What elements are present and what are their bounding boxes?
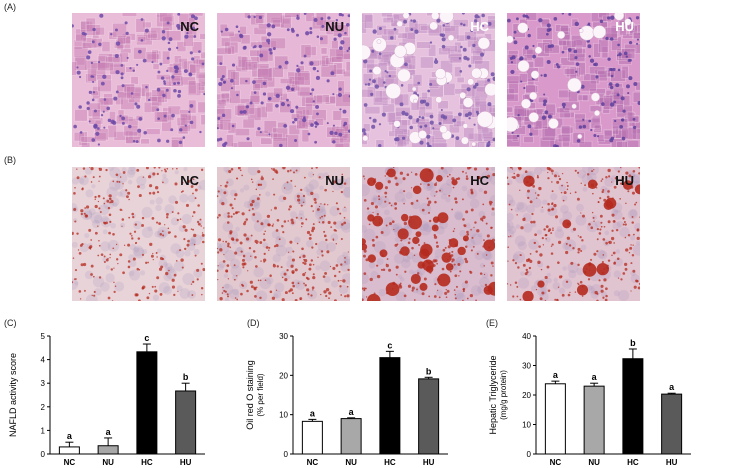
oro-image-label: HC bbox=[470, 173, 489, 188]
panel-label-d: (D) bbox=[247, 318, 260, 328]
he-image-hc: HC bbox=[362, 13, 495, 147]
y-axis-label: Hepatic Triglyceride bbox=[488, 355, 498, 434]
bar-nc bbox=[544, 383, 566, 455]
bar-hu bbox=[418, 378, 440, 455]
y-tick-label: 5 bbox=[41, 332, 46, 341]
bar-hc bbox=[136, 351, 158, 455]
bar-nc bbox=[58, 446, 80, 455]
he-image-nu: NU bbox=[217, 13, 350, 147]
x-tick-label: NU bbox=[588, 458, 600, 467]
bar-hc bbox=[379, 357, 401, 455]
bar-nu bbox=[340, 418, 362, 455]
he-image-hu: HU bbox=[507, 13, 640, 147]
significance-letter: c bbox=[387, 340, 392, 350]
y-tick-label: 20 bbox=[279, 371, 288, 380]
panel-label-b: (B) bbox=[4, 155, 16, 165]
x-tick-label: HC bbox=[141, 458, 153, 467]
x-tick-label: HU bbox=[666, 458, 678, 467]
y-tick-label: 20 bbox=[522, 391, 531, 400]
significance-letter: a bbox=[592, 372, 598, 382]
chart-nafld-score: NAFLD activity score 0 1 2 3 4 5 a NC a NU c HC b HU bbox=[8, 332, 205, 467]
bar-nu bbox=[97, 445, 119, 455]
significance-letter: a bbox=[669, 382, 675, 392]
panel-label-a: (A) bbox=[4, 2, 16, 12]
y-tick-label: 30 bbox=[279, 332, 288, 341]
he-image-label: HC bbox=[470, 19, 489, 34]
significance-letter: c bbox=[144, 333, 149, 343]
x-tick-label: NC bbox=[64, 458, 76, 467]
y-tick-label: 4 bbox=[41, 356, 46, 365]
y-tick-label: 40 bbox=[522, 332, 531, 341]
y-tick-label: 10 bbox=[279, 411, 288, 420]
y-axis-label-unit: (mg/g protein) bbox=[499, 370, 508, 420]
y-tick-label: 10 bbox=[522, 421, 531, 430]
y-tick-label: 3 bbox=[41, 379, 46, 388]
he-image-label: NC bbox=[180, 19, 199, 34]
bar-hc bbox=[622, 358, 644, 455]
x-tick-label: HU bbox=[423, 458, 435, 467]
bar-nu bbox=[583, 385, 605, 455]
oro-image-hu: HU bbox=[507, 167, 640, 301]
x-tick-label: HU bbox=[180, 458, 192, 467]
y-tick-label: 2 bbox=[41, 403, 46, 412]
he-image-nc: NC bbox=[72, 13, 205, 147]
x-tick-label: NC bbox=[307, 458, 319, 467]
y-axis-label-unit: (% per field) bbox=[256, 373, 265, 416]
y-tick-label: 0 bbox=[527, 450, 532, 459]
x-tick-label: NU bbox=[345, 458, 357, 467]
he-image-label: HU bbox=[615, 19, 634, 34]
oro-image-label: NU bbox=[325, 173, 344, 188]
significance-letter: a bbox=[67, 431, 73, 441]
significance-letter: b bbox=[630, 338, 636, 348]
panel-label-c: (C) bbox=[4, 318, 17, 328]
significance-letter: b bbox=[426, 366, 432, 376]
significance-letter: a bbox=[553, 370, 559, 380]
oro-image-nu: NU bbox=[217, 167, 350, 301]
x-tick-label: NC bbox=[550, 458, 562, 467]
oro-image-label: HU bbox=[615, 173, 634, 188]
y-axis-label: NAFLD activity score bbox=[8, 353, 18, 437]
oro-image-hc: HC bbox=[362, 167, 495, 301]
he-image-label: NU bbox=[325, 19, 344, 34]
y-tick-label: 30 bbox=[522, 362, 531, 371]
chart-oil-red-o: Oil red O staining (% per field) 0 10 20 30 a N… bbox=[245, 332, 448, 467]
x-tick-label: NU bbox=[102, 458, 114, 467]
x-tick-label: HC bbox=[384, 458, 396, 467]
y-axis-label: Oil red O staining bbox=[245, 360, 255, 430]
significance-letter: a bbox=[349, 407, 355, 417]
significance-letter: b bbox=[183, 372, 189, 382]
y-tick-label: 0 bbox=[41, 450, 46, 459]
bar-nc bbox=[301, 420, 323, 455]
oro-image-nc: NC bbox=[72, 167, 205, 301]
bar-hu bbox=[175, 390, 197, 455]
oro-image-label: NC bbox=[180, 173, 199, 188]
y-tick-label: 0 bbox=[284, 450, 289, 459]
significance-letter: a bbox=[106, 427, 112, 437]
y-tick-label: 1 bbox=[41, 426, 46, 435]
chart-hepatic-triglyceride: Hepatic Triglyceride (mg/g protein) 0 10 20 3… bbox=[488, 332, 691, 467]
panel-label-e: (E) bbox=[486, 318, 498, 328]
bar-hu bbox=[661, 393, 683, 455]
x-tick-label: HC bbox=[627, 458, 639, 467]
significance-letter: a bbox=[310, 408, 316, 418]
